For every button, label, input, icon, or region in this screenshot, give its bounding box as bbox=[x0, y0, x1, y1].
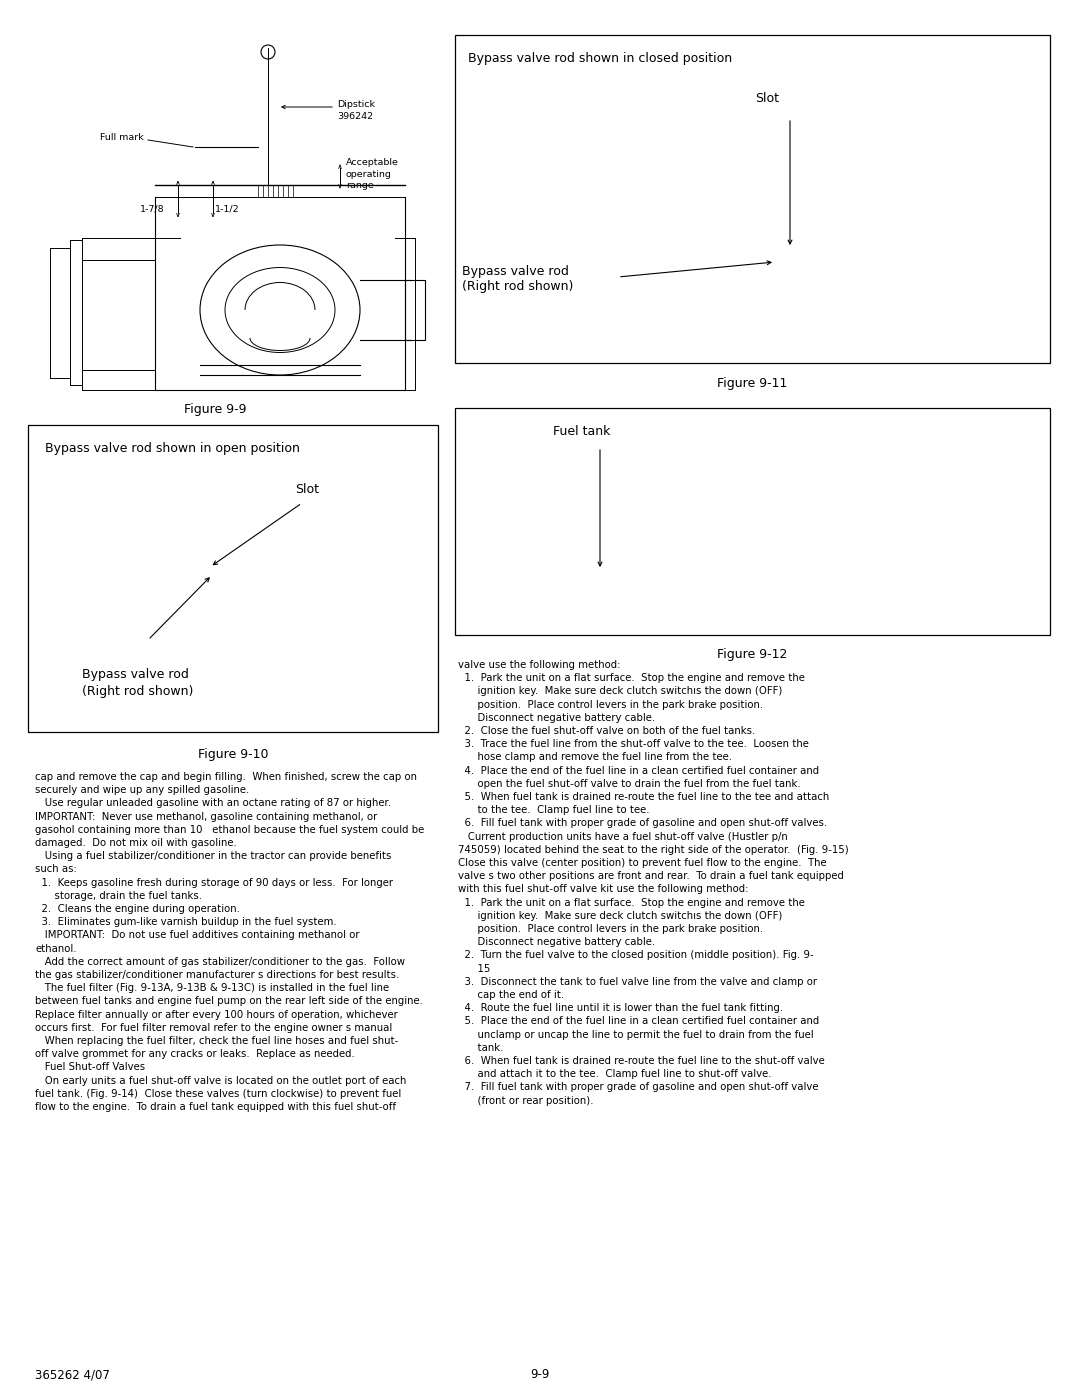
Text: 1.  Keeps gasoline fresh during storage of 90 days or less.  For longer: 1. Keeps gasoline fresh during storage o… bbox=[35, 877, 393, 887]
Text: 1-7/8: 1-7/8 bbox=[140, 204, 164, 212]
Text: (Right rod shown): (Right rod shown) bbox=[82, 685, 193, 698]
Text: 1.  Park the unit on a flat surface.  Stop the engine and remove the: 1. Park the unit on a flat surface. Stop… bbox=[458, 898, 805, 908]
Text: (Right rod shown): (Right rod shown) bbox=[462, 279, 573, 293]
Text: range: range bbox=[346, 182, 374, 190]
Text: Full mark: Full mark bbox=[100, 133, 144, 142]
Text: valve s two other positions are front and rear.  To drain a fuel tank equipped: valve s two other positions are front an… bbox=[458, 872, 843, 882]
Text: (front or rear position).: (front or rear position). bbox=[458, 1095, 594, 1105]
Text: with this fuel shut-off valve kit use the following method:: with this fuel shut-off valve kit use th… bbox=[458, 884, 748, 894]
Text: Figure 9-12: Figure 9-12 bbox=[717, 648, 787, 661]
Text: Dipstick: Dipstick bbox=[337, 101, 375, 109]
Text: Figure 9-10: Figure 9-10 bbox=[198, 747, 268, 761]
Text: The fuel filter (Fig. 9-13A, 9-13B & 9-13C) is installed in the fuel line: The fuel filter (Fig. 9-13A, 9-13B & 9-1… bbox=[35, 983, 389, 993]
Text: 15: 15 bbox=[458, 964, 490, 974]
Text: and attach it to the tee.  Clamp fuel line to shut-off valve.: and attach it to the tee. Clamp fuel lin… bbox=[458, 1069, 771, 1080]
Text: ethanol.: ethanol. bbox=[35, 943, 77, 954]
Text: ignition key.  Make sure deck clutch switchıs the down (OFF): ignition key. Make sure deck clutch swit… bbox=[458, 911, 782, 921]
Text: gasohol containing more than 10   ethanol because the fuel system could be: gasohol containing more than 10 ethanol … bbox=[35, 824, 424, 835]
Text: Use regular unleaded gasoline with an octane rating of 87 or higher.: Use regular unleaded gasoline with an oc… bbox=[35, 799, 391, 809]
Text: storage, drain the fuel tanks.: storage, drain the fuel tanks. bbox=[35, 891, 202, 901]
Text: 2.  Cleans the engine during operation.: 2. Cleans the engine during operation. bbox=[35, 904, 240, 914]
Text: 9-9: 9-9 bbox=[530, 1368, 550, 1382]
Text: 396242: 396242 bbox=[337, 112, 373, 122]
Text: On early units a fuel shut-off valve is located on the outlet port of each: On early units a fuel shut-off valve is … bbox=[35, 1076, 406, 1085]
Text: Fuel tank: Fuel tank bbox=[553, 425, 610, 439]
Text: Figure 9-11: Figure 9-11 bbox=[717, 377, 787, 390]
Text: 3.  Disconnect the tank to fuel valve line from the valve and clamp or: 3. Disconnect the tank to fuel valve lin… bbox=[458, 977, 816, 986]
Text: 5.  Place the end of the fuel line in a clean certified fuel container and: 5. Place the end of the fuel line in a c… bbox=[458, 1017, 820, 1027]
Text: 2.  Close the fuel shut-off valve on both of the fuel tanks.: 2. Close the fuel shut-off valve on both… bbox=[458, 726, 755, 736]
Text: Acceptable: Acceptable bbox=[346, 158, 399, 168]
Text: Replace filter annually or after every 100 hours of operation, whichever: Replace filter annually or after every 1… bbox=[35, 1010, 397, 1020]
Text: 3.  Trace the fuel line from the shut-off valve to the tee.  Loosen the: 3. Trace the fuel line from the shut-off… bbox=[458, 739, 809, 749]
Text: Using a fuel stabilizer/conditioner in the tractor can provide benefits: Using a fuel stabilizer/conditioner in t… bbox=[35, 851, 391, 861]
Text: between fuel tanks and engine fuel pump on the rear left side of the engine.: between fuel tanks and engine fuel pump … bbox=[35, 996, 423, 1006]
Text: 7.  Fill fuel tank with proper grade of gasoline and open shut-off valve: 7. Fill fuel tank with proper grade of g… bbox=[458, 1083, 819, 1092]
Text: Fuel Shut-off Valves: Fuel Shut-off Valves bbox=[35, 1062, 145, 1073]
Text: Bypass valve rod: Bypass valve rod bbox=[462, 265, 569, 278]
Text: position.  Place control levers in the park brake position.: position. Place control levers in the pa… bbox=[458, 923, 764, 935]
Text: securely and wipe up any spilled gasoline.: securely and wipe up any spilled gasolin… bbox=[35, 785, 249, 795]
Text: Figure 9-9: Figure 9-9 bbox=[184, 402, 246, 416]
Bar bbox=[455, 408, 1050, 636]
Text: Slot: Slot bbox=[755, 92, 779, 105]
Text: Disconnect negative battery cable.: Disconnect negative battery cable. bbox=[458, 937, 656, 947]
Text: valve use the following method:: valve use the following method: bbox=[458, 659, 620, 671]
Text: unclamp or uncap the line to permit the fuel to drain from the fuel: unclamp or uncap the line to permit the … bbox=[458, 1030, 813, 1039]
Text: ignition key.  Make sure deck clutch switchıs the down (OFF): ignition key. Make sure deck clutch swit… bbox=[458, 686, 782, 696]
Bar bbox=[405, 279, 426, 339]
Text: 2.  Turn the fuel valve to the closed position (middle position). Fig. 9-: 2. Turn the fuel valve to the closed pos… bbox=[458, 950, 813, 960]
Text: IMPORTANT:  Do not use fuel additives containing methanol or: IMPORTANT: Do not use fuel additives con… bbox=[35, 930, 360, 940]
Text: cap the end of it.: cap the end of it. bbox=[458, 990, 564, 1000]
Text: 3.  Eliminates gum-like varnish buildup in the fuel system.: 3. Eliminates gum-like varnish buildup i… bbox=[35, 918, 337, 928]
Text: occurs first.  For fuel filter removal refer to the engine owner s manual: occurs first. For fuel filter removal re… bbox=[35, 1023, 392, 1032]
Text: 1-1/2: 1-1/2 bbox=[215, 204, 240, 212]
Text: IMPORTANT:  Never use methanol, gasoline containing methanol, or: IMPORTANT: Never use methanol, gasoline … bbox=[35, 812, 377, 821]
Text: damaged.  Do not mix oil with gasoline.: damaged. Do not mix oil with gasoline. bbox=[35, 838, 237, 848]
Text: operating: operating bbox=[346, 170, 392, 179]
Text: position.  Place control levers in the park brake position.: position. Place control levers in the pa… bbox=[458, 700, 764, 710]
Bar bbox=[28, 425, 438, 732]
Text: Add the correct amount of gas stabilizer/conditioner to the gas.  Follow: Add the correct amount of gas stabilizer… bbox=[35, 957, 405, 967]
Text: 6.  When fuel tank is drained re-route the fuel line to the shut-off valve: 6. When fuel tank is drained re-route th… bbox=[458, 1056, 825, 1066]
Text: 4.  Route the fuel line until it is lower than the fuel tank fitting.: 4. Route the fuel line until it is lower… bbox=[458, 1003, 783, 1013]
Text: 4.  Place the end of the fuel line in a clean certified fuel container and: 4. Place the end of the fuel line in a c… bbox=[458, 766, 819, 775]
Text: 1.  Park the unit on a flat surface.  Stop the engine and remove the: 1. Park the unit on a flat surface. Stop… bbox=[458, 673, 805, 683]
Text: Current production units have a fuel shut-off valve (Hustler p/n: Current production units have a fuel shu… bbox=[458, 831, 787, 841]
Text: When replacing the fuel filter, check the fuel line hoses and fuel shut-: When replacing the fuel filter, check th… bbox=[35, 1037, 399, 1046]
Text: Bypass valve rod shown in open position: Bypass valve rod shown in open position bbox=[45, 441, 300, 455]
Text: to the tee.  Clamp fuel line to tee.: to the tee. Clamp fuel line to tee. bbox=[458, 805, 649, 816]
Text: fuel tank. (Fig. 9-14)  Close these valves (turn clockwise) to prevent fuel: fuel tank. (Fig. 9-14) Close these valve… bbox=[35, 1088, 402, 1099]
Text: tank.: tank. bbox=[458, 1042, 503, 1053]
Text: flow to the engine.  To drain a fuel tank equipped with this fuel shut-off: flow to the engine. To drain a fuel tank… bbox=[35, 1102, 396, 1112]
Text: 5.  When fuel tank is drained re-route the fuel line to the tee and attach: 5. When fuel tank is drained re-route th… bbox=[458, 792, 829, 802]
Text: 745059) located behind the seat to the right side of the operator.  (Fig. 9-15): 745059) located behind the seat to the r… bbox=[458, 845, 849, 855]
Text: Bypass valve rod: Bypass valve rod bbox=[82, 668, 189, 680]
Text: Close this valve (center position) to prevent fuel flow to the engine.  The: Close this valve (center position) to pr… bbox=[458, 858, 826, 868]
Text: cap and remove the cap and begin filling.  When finished, screw the cap on: cap and remove the cap and begin filling… bbox=[35, 773, 417, 782]
Text: hose clamp and remove the fuel line from the tee.: hose clamp and remove the fuel line from… bbox=[458, 753, 732, 763]
Text: off valve grommet for any cracks or leaks.  Replace as needed.: off valve grommet for any cracks or leak… bbox=[35, 1049, 354, 1059]
Text: Disconnect negative battery cable.: Disconnect negative battery cable. bbox=[458, 712, 656, 722]
Bar bbox=[455, 35, 1050, 363]
Text: 365262 4/07: 365262 4/07 bbox=[35, 1368, 110, 1382]
Text: 6.  Fill fuel tank with proper grade of gasoline and open shut-off valves.: 6. Fill fuel tank with proper grade of g… bbox=[458, 819, 827, 828]
Text: open the fuel shut-off valve to drain the fuel from the fuel tank.: open the fuel shut-off valve to drain th… bbox=[458, 778, 800, 789]
Text: Bypass valve rod shown in closed position: Bypass valve rod shown in closed positio… bbox=[468, 52, 732, 66]
Text: the gas stabilizer/conditioner manufacturer s directions for best results.: the gas stabilizer/conditioner manufactu… bbox=[35, 970, 400, 981]
Text: Slot: Slot bbox=[295, 483, 319, 496]
Text: such as:: such as: bbox=[35, 865, 77, 875]
